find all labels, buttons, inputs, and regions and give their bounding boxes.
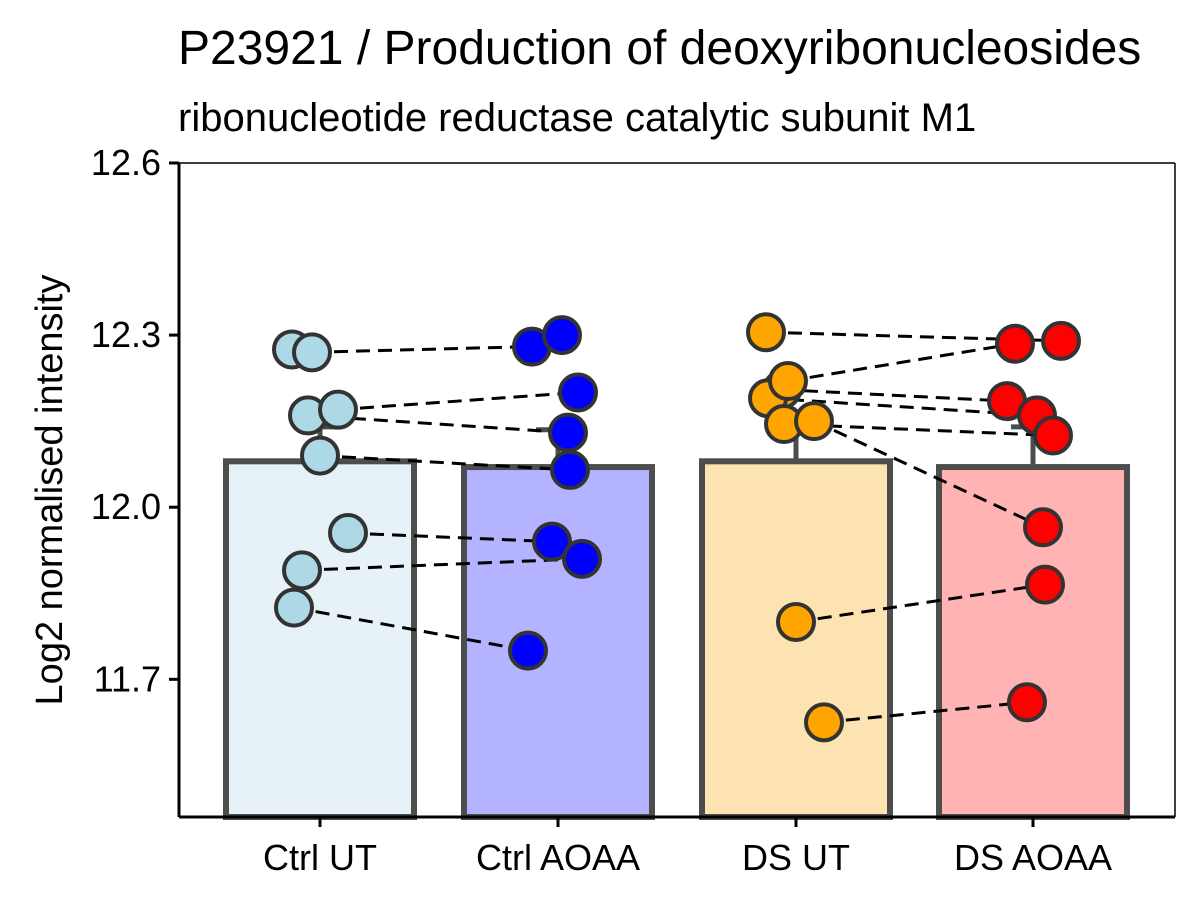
x-tick-label: DS AOAA (954, 837, 1112, 878)
chart-title: P23921 / Production of deoxyribonucleosi… (178, 22, 1141, 75)
data-point (995, 323, 1035, 364)
y-tick-label: 12.3 (91, 314, 161, 355)
y-tick-label: 12.0 (91, 486, 161, 527)
bar-ctrl-ut (223, 458, 417, 820)
data-point (318, 389, 358, 430)
plot-area: 11.7 12.0 12.3 12.6 Ctrl UT Ctrl AOAA DS UT DS … (91, 142, 1176, 878)
data-point (1041, 320, 1081, 361)
x-tick-label: DS UT (742, 837, 850, 878)
data-point (794, 401, 834, 442)
x-tick-label: Ctrl UT (263, 837, 377, 878)
data-point (746, 312, 786, 353)
data-point (1023, 507, 1063, 548)
data-point (542, 315, 582, 356)
data-point (300, 435, 340, 476)
data-point (1025, 564, 1065, 605)
data-point (508, 630, 548, 671)
pair-line (347, 531, 553, 544)
data-point (1033, 415, 1073, 456)
chart-subtitle: ribonucleotide reductase catalytic subun… (178, 96, 976, 140)
data-point (562, 538, 602, 579)
data-point (532, 521, 572, 562)
y-tick-label: 12.6 (91, 142, 161, 183)
data-point (804, 702, 844, 743)
data-point (558, 372, 598, 413)
pair-line (337, 390, 579, 412)
pair-line (311, 345, 533, 354)
pair-line (781, 388, 1008, 403)
bar-ctrl-aoaa (461, 464, 655, 820)
data-point (550, 449, 590, 490)
pair-line (795, 583, 1046, 624)
data-point (776, 601, 816, 642)
data-point (274, 587, 314, 628)
data-point (548, 412, 588, 453)
pair-line (301, 557, 583, 572)
y-tick-label: 11.7 (94, 658, 161, 699)
pair-line (823, 700, 1028, 724)
x-tick-label: Ctrl AOAA (476, 837, 640, 878)
pair-line (813, 419, 1044, 529)
pair-line (787, 342, 1016, 383)
pair-line (293, 606, 529, 653)
data-point (768, 361, 808, 401)
pair-line (319, 454, 571, 472)
data-point (328, 513, 368, 554)
data-point (1007, 682, 1047, 723)
data-point (292, 332, 332, 373)
data-point (282, 550, 322, 591)
y-axis-label: Log2 normalised intensity (29, 275, 71, 706)
